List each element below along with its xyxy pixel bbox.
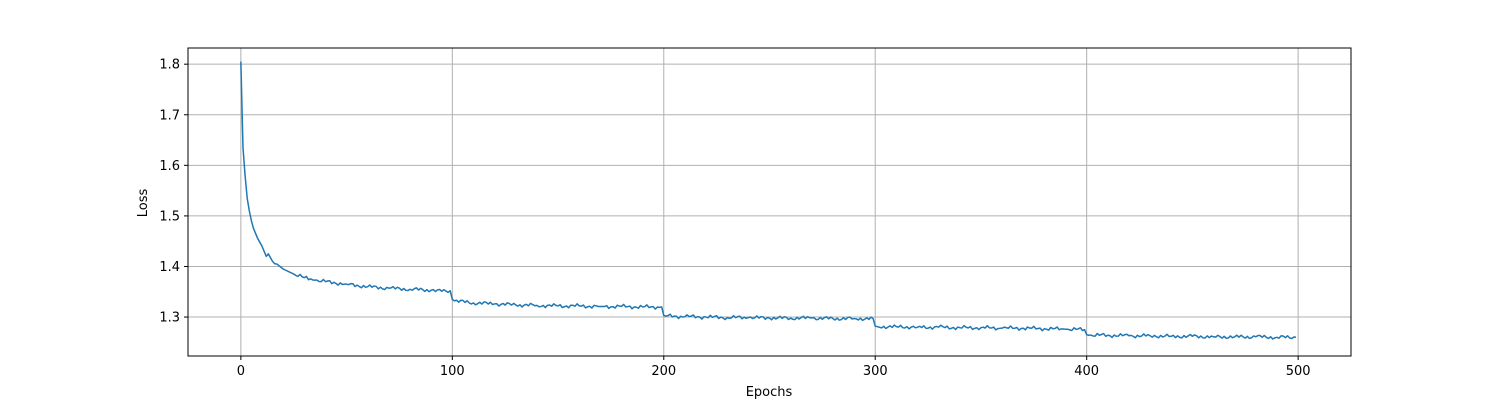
- x-tick-label: 200: [651, 364, 676, 379]
- x-tick-label: 100: [440, 364, 465, 379]
- plot-frame: [188, 48, 1351, 356]
- x-tick-label: 300: [863, 364, 888, 379]
- y-axis: 1.3 1.4 1.5 1.6 1.7 1.8: [159, 58, 188, 326]
- y-tick-label: 1.7: [159, 108, 180, 123]
- x-tick-label: 500: [1286, 364, 1311, 379]
- grid: [188, 48, 1351, 356]
- plot-area: [241, 62, 1296, 339]
- y-tick-label: 1.3: [159, 311, 180, 326]
- y-axis-label: Loss: [136, 189, 151, 218]
- series-line-loss: [241, 62, 1296, 339]
- x-axis-label: Epochs: [746, 385, 793, 400]
- x-tick-label: 0: [237, 364, 245, 379]
- x-tick-label: 400: [1074, 364, 1099, 379]
- y-tick-label: 1.8: [159, 58, 180, 73]
- y-tick-label: 1.6: [159, 159, 180, 174]
- y-tick-label: 1.4: [159, 260, 180, 275]
- y-tick-label: 1.5: [159, 209, 180, 224]
- x-axis: 0 100 200 300 400 500: [237, 356, 1311, 379]
